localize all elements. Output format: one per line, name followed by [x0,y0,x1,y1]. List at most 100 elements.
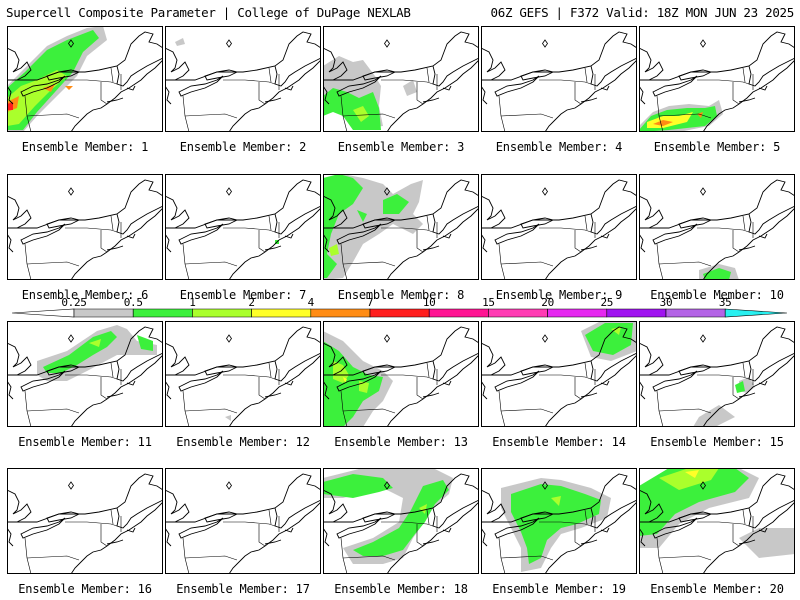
member-panel-15 [639,321,795,427]
member-caption: Ensemble Member: 20 [650,582,784,596]
panel-border [165,321,321,427]
panel-border [165,174,321,280]
member-panel-17 [165,468,321,574]
colorbar-upper-triangle [724,308,788,318]
member-panel-8 [323,174,479,280]
scp-contour-yellowgreen [551,496,561,506]
member-caption: Ensemble Member: 4 [495,140,623,154]
member-panel-9 [481,174,637,280]
scp-contour-orange [653,112,703,126]
panel-border [165,26,321,132]
scp-contour-green [639,468,749,536]
chart-title: Supercell Composite Parameter | College … [6,5,411,20]
scp-contour-gray [175,38,185,46]
scp-contour-yellowgreen [659,468,719,490]
member-caption: Ensemble Member: 16 [18,582,152,596]
panel-border [481,26,637,132]
scp-contour-gray [693,377,755,427]
colorbar-segment [428,308,489,318]
scp-contour-green [735,381,745,393]
basemap-outline [481,179,637,280]
basemap-outline [165,473,321,574]
member-caption: Ensemble Member: 9 [495,288,623,302]
panel-border [7,321,163,427]
member-panel-19 [481,468,637,574]
colorbar-tick-label: 1 [189,296,196,309]
basemap-outline [7,179,163,280]
colorbar-segment [251,308,312,318]
colorbar-segment [310,308,371,318]
member-panel-3 [323,26,479,132]
basemap-outline [7,473,163,574]
member-caption: Ensemble Member: 17 [176,582,310,596]
scp-contour-yellowgreen [89,339,101,347]
scp-contour-green [323,174,409,278]
scp-contour-yellowgreen [7,70,67,126]
colorbar-segment [606,308,667,318]
member-caption: Ensemble Member: 18 [334,582,468,596]
member-panel-10 [639,174,795,280]
scp-contour-yellow [685,470,699,478]
colorbar-segment [192,308,252,318]
colorbar-lower-triangle [11,308,75,318]
scp-contour-green [43,331,153,373]
panel-border [7,26,163,132]
member-panel-6 [7,174,163,280]
scp-contour-yellow [343,377,347,383]
colorbar-tick-label: 0.5 [123,296,143,309]
member-caption: Ensemble Member: 8 [337,288,465,302]
basemap-outline [165,179,321,280]
colorbar-segment [547,308,608,318]
panel-border [323,468,479,574]
member-caption: Ensemble Member: 11 [18,435,152,449]
member-caption: Ensemble Member: 15 [650,435,784,449]
panel-border [481,321,637,427]
scp-contour-red [7,102,13,110]
member-caption: Ensemble Member: 6 [21,288,149,302]
member-caption: Ensemble Member: 3 [337,140,465,154]
colorbar-segment [665,308,726,318]
scp-contour-green [323,88,381,130]
panel-border [639,26,795,132]
member-caption: Ensemble Member: 2 [179,140,307,154]
member-panel-5 [639,26,795,132]
member-panel-13 [323,321,479,427]
colorbar-tick-label: 15 [482,296,495,309]
colorbar-tick-label: 20 [541,296,554,309]
scp-contour-yellowgreen [333,361,369,393]
run-valid-time: 06Z GEFS | F372 Valid: 18Z MON JUN 23 20… [490,5,795,20]
colorbar-segment [73,308,134,318]
basemap-outline [481,31,637,132]
member-panel-20 [639,468,795,574]
panel-border [323,174,479,280]
colorbar-tick-label: 30 [659,296,673,309]
panel-border [7,468,163,574]
member-caption: Ensemble Member: 7 [179,288,307,302]
member-panel-18 [323,468,479,574]
scp-contour-green [511,484,601,564]
colorbar-tick-label: 10 [422,296,436,309]
scp-contour-yellowgreen [419,504,427,514]
scp-contour-gray [225,415,231,421]
member-caption: Ensemble Member: 12 [176,435,310,449]
scp-contour-yellowgreen [329,244,339,256]
scp-contour-green [323,474,449,556]
scp-contour-yellowgreen [353,106,369,122]
scp-contour-green [703,268,731,280]
colorbar-tick-label: 25 [600,296,614,309]
colorbar-tick-label: 0.25 [61,296,87,309]
scp-contour-yellowgreen [611,327,621,335]
panel-border [639,321,795,427]
colorbar-tick-label: 35 [718,296,732,309]
panel-border [323,321,479,427]
member-caption: Ensemble Member: 5 [653,140,781,154]
basemap-outline [165,31,321,132]
member-panel-1 [7,26,163,132]
colorbar-segment [488,308,548,318]
colorbar [11,308,788,318]
scp-contour-green [585,323,633,355]
member-panel-4 [481,26,637,132]
member-caption: Ensemble Member: 13 [334,435,468,449]
panel-border [323,26,479,132]
